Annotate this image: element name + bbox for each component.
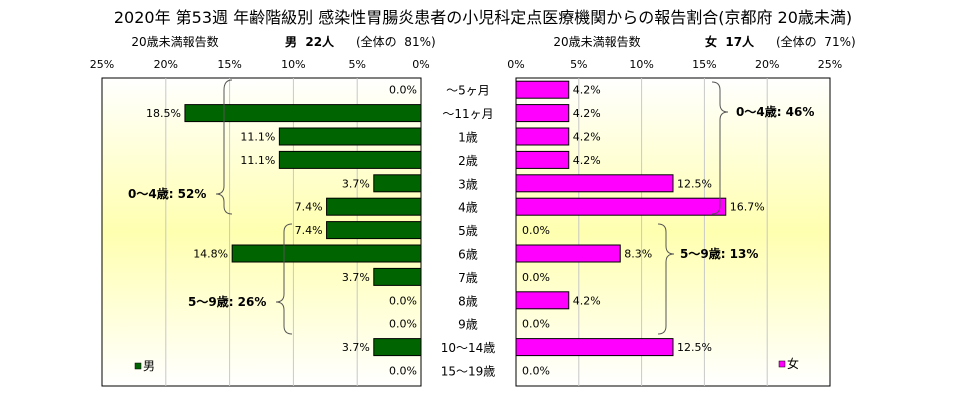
category-label: 5歳 [458, 224, 478, 238]
legend-female-label: 女 [787, 356, 799, 371]
male-data-label: 0.0% [389, 365, 417, 378]
legend-male-label: 男 [143, 359, 155, 373]
right-bracket-0-4 [711, 81, 729, 215]
right-tick-label: 15% [692, 58, 716, 71]
category-label: 8歳 [458, 294, 478, 308]
right-tick-label: 0% [507, 58, 524, 71]
female-bar [515, 197, 727, 216]
male-data-label: 18.5% [146, 107, 181, 120]
left-caption: 20歳未満報告数 [131, 34, 218, 49]
female-data-label: 8.3% [624, 248, 652, 261]
male-bar [326, 221, 422, 240]
male-data-label: 11.1% [240, 131, 275, 144]
left-tick-label: 5% [348, 58, 365, 71]
male-data-label: 0.0% [389, 294, 417, 307]
male-bar [278, 127, 422, 146]
female-bar [515, 80, 570, 99]
female-data-label: 4.2% [573, 107, 601, 120]
left-tick-label: 15% [217, 58, 241, 71]
right-annotation-0-4: 0～4歳: 46% [736, 104, 814, 119]
legend-male-swatch [134, 362, 142, 370]
left-sex-count: 男 22人 [285, 34, 335, 49]
female-bar [515, 127, 570, 146]
female-data-label: 4.2% [573, 84, 601, 97]
left-tick-label: 0% [412, 58, 429, 71]
male-data-label: 7.4% [295, 201, 323, 214]
legend-female-swatch [778, 360, 786, 368]
category-label: 9歳 [458, 318, 478, 332]
female-bar [515, 150, 570, 169]
category-label: 10～14歳 [441, 341, 496, 355]
male-data-label: 7.4% [295, 224, 323, 237]
category-label: ～5ヶ月 [446, 84, 490, 98]
male-data-label: 0.0% [389, 318, 417, 331]
male-bar [278, 150, 422, 169]
category-label: 1歳 [458, 131, 478, 145]
female-data-label: 12.5% [677, 177, 712, 190]
female-bar [515, 244, 621, 263]
male-data-label: 14.8% [193, 248, 228, 261]
left-tick-label: 10% [281, 58, 305, 71]
category-label: 15～19歳 [441, 365, 496, 379]
male-data-label: 3.7% [342, 341, 370, 354]
right-sex-count: 女 17人 [705, 34, 755, 49]
female-data-label: 4.2% [573, 154, 601, 167]
female-data-label: 4.2% [573, 131, 601, 144]
right-bracket-5-9 [657, 223, 675, 335]
male-bar [373, 267, 422, 286]
male-bar [373, 338, 422, 357]
category-label: 3歳 [458, 177, 478, 191]
left-share: (全体の 81%) [356, 34, 436, 49]
female-data-label: 16.7% [730, 201, 765, 214]
male-bar [184, 104, 422, 123]
female-data-label: 4.2% [573, 294, 601, 307]
right-caption: 20歳未満報告数 [553, 34, 640, 49]
category-label: 6歳 [458, 248, 478, 262]
category-label: 4歳 [458, 201, 478, 215]
male-bar [326, 197, 422, 216]
right-share: (全体の 71%) [776, 34, 856, 49]
category-label: 7歳 [458, 271, 478, 285]
left-annotation-0-4: 0～4歳: 52% [128, 186, 206, 201]
left-annotation-5-9: 5～9歳: 26% [188, 294, 266, 309]
male-data-label: 11.1% [240, 154, 275, 167]
female-data-label: 0.0% [522, 318, 550, 331]
female-data-label: 0.0% [522, 271, 550, 284]
male-data-label: 0.0% [389, 84, 417, 97]
male-bar [373, 174, 422, 193]
male-data-label: 3.7% [342, 271, 370, 284]
female-data-label: 0.0% [522, 224, 550, 237]
right-tick-label: 25% [818, 58, 842, 71]
female-bar [515, 104, 570, 123]
right-tick-label: 20% [755, 58, 779, 71]
left-tick-label: 25% [90, 58, 114, 71]
right-tick-label: 10% [629, 58, 653, 71]
left-bracket-5-9 [275, 223, 293, 335]
right-annotation-5-9: 5～9歳: 13% [680, 246, 758, 261]
male-bar [231, 244, 422, 263]
right-tick-label: 5% [570, 58, 587, 71]
category-label: 2歳 [458, 154, 478, 168]
male-data-label: 3.7% [342, 177, 370, 190]
female-bar [515, 338, 674, 357]
left-bracket-0-4 [215, 79, 233, 215]
female-bar [515, 174, 674, 193]
category-label: ～11ヶ月 [442, 107, 493, 121]
female-bar [515, 291, 570, 310]
female-data-label: 0.0% [522, 365, 550, 378]
chart-title: 2020年 第53週 年齢階級別 感染性胃腸炎患者の小児科定点医療機関からの報告… [114, 8, 852, 27]
female-data-label: 12.5% [677, 341, 712, 354]
left-tick-label: 20% [154, 58, 178, 71]
